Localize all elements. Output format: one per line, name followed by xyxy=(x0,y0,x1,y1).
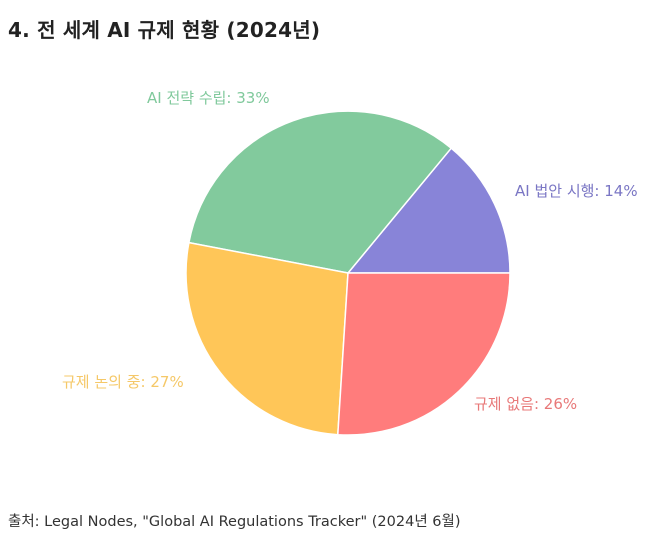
label-no-regulation: 규제 없음: 26% xyxy=(474,395,578,413)
slice-ai-strategy[interactable] xyxy=(188,110,452,274)
slice-ai-law[interactable] xyxy=(347,147,511,274)
label-under-discussion: 규제 논의 중: 27% xyxy=(62,373,184,391)
slice-under-discussion[interactable] xyxy=(185,241,349,436)
slice-no-regulation[interactable] xyxy=(337,272,511,436)
chart-title: 4. 전 세계 AI 규제 현황 (2024년) xyxy=(8,18,321,42)
label-ai-strategy: AI 전략 수립: 33% xyxy=(147,89,270,107)
label-ai-law: AI 법안 시행: 14% xyxy=(515,182,638,200)
source-caption: 출처: Legal Nodes, "Global AI Regulations … xyxy=(8,514,461,530)
